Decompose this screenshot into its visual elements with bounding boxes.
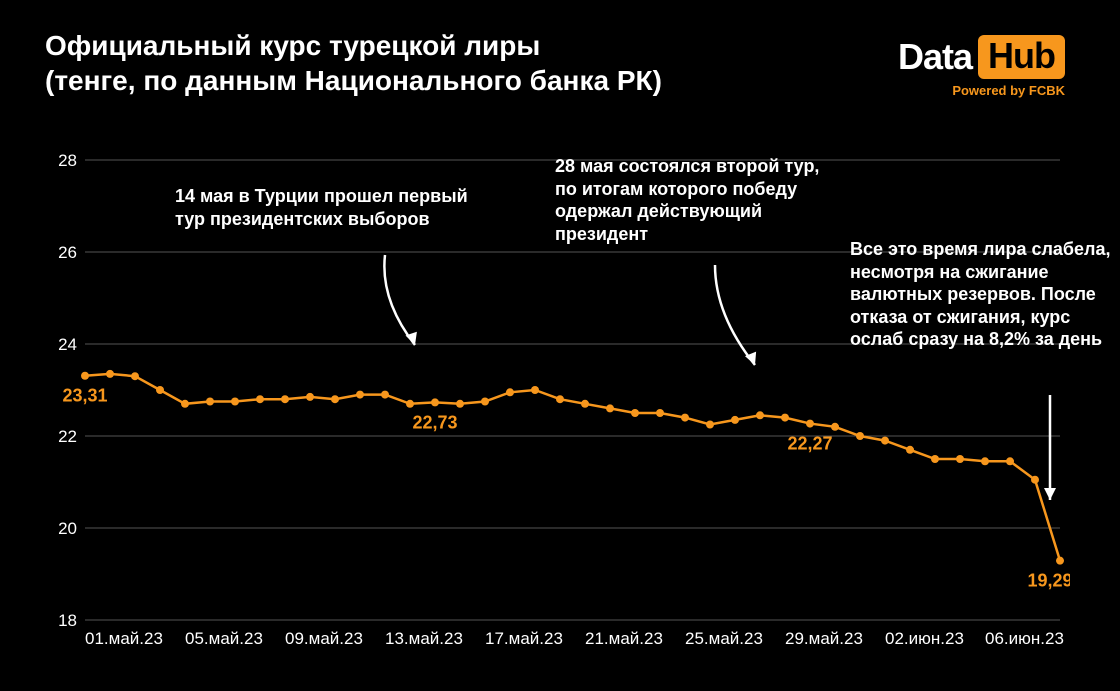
data-point [456, 400, 464, 408]
data-point [1031, 476, 1039, 484]
value-label: 22,27 [787, 434, 832, 454]
y-tick-label: 22 [58, 427, 77, 446]
x-tick-label: 25.май.23 [685, 629, 763, 648]
data-point [731, 416, 739, 424]
value-label: 19,29 [1027, 571, 1070, 591]
data-point [856, 432, 864, 440]
y-tick-label: 28 [58, 151, 77, 170]
data-point [1056, 557, 1064, 565]
data-point [881, 437, 889, 445]
data-point [931, 455, 939, 463]
data-point [806, 420, 814, 428]
x-tick-label: 21.май.23 [585, 629, 663, 648]
data-point [481, 398, 489, 406]
data-point [1006, 457, 1014, 465]
data-point [156, 386, 164, 394]
annotation-text: Все это время лира слабела, несмотря на … [850, 238, 1120, 351]
data-point [531, 386, 539, 394]
data-point [556, 395, 564, 403]
y-tick-label: 18 [58, 611, 77, 630]
x-tick-label: 01.май.23 [85, 629, 163, 648]
x-tick-label: 02.июн.23 [885, 629, 964, 648]
x-tick-label: 05.май.23 [185, 629, 263, 648]
x-tick-label: 09.май.23 [285, 629, 363, 648]
data-point [231, 398, 239, 406]
data-point [681, 414, 689, 422]
data-point [331, 395, 339, 403]
logo-subtitle: Powered by FCBK [898, 83, 1065, 98]
data-point [506, 388, 514, 396]
chart-title: Официальный курс турецкой лиры (тенге, п… [45, 28, 662, 98]
x-tick-label: 13.май.23 [385, 629, 463, 648]
annotation-text: 28 мая состоялся второй тур, по итогам к… [555, 155, 840, 245]
data-point [656, 409, 664, 417]
data-point [356, 391, 364, 399]
data-point [81, 372, 89, 380]
data-point [581, 400, 589, 408]
logo-text-left: Data [898, 36, 972, 78]
title-line-2: (тенге, по данным Национального банка РК… [45, 65, 662, 96]
x-tick-label: 06.июн.23 [985, 629, 1064, 648]
logo: Data Hub Powered by FCBK [898, 35, 1065, 98]
value-label: 22,73 [412, 412, 457, 432]
data-point [406, 400, 414, 408]
data-point [381, 391, 389, 399]
data-point [106, 370, 114, 378]
data-point [981, 457, 989, 465]
data-point [756, 411, 764, 419]
data-point [781, 414, 789, 422]
y-tick-label: 24 [58, 335, 77, 354]
data-point [956, 455, 964, 463]
y-tick-label: 26 [58, 243, 77, 262]
data-point [206, 398, 214, 406]
data-point [131, 372, 139, 380]
annotation-text: 14 мая в Турции прошел первый тур презид… [175, 185, 495, 230]
x-tick-label: 17.май.23 [485, 629, 563, 648]
y-tick-label: 20 [58, 519, 77, 538]
data-point [181, 400, 189, 408]
x-tick-label: 29.май.23 [785, 629, 863, 648]
logo-text-right: Hub [978, 35, 1065, 79]
data-point [906, 446, 914, 454]
data-point [831, 423, 839, 431]
value-label: 23,31 [62, 386, 107, 406]
data-point [306, 393, 314, 401]
data-point [256, 395, 264, 403]
data-point [631, 409, 639, 417]
data-point [431, 398, 439, 406]
title-line-1: Официальный курс турецкой лиры [45, 30, 540, 61]
data-point [606, 404, 614, 412]
data-point [281, 395, 289, 403]
data-point [706, 421, 714, 429]
